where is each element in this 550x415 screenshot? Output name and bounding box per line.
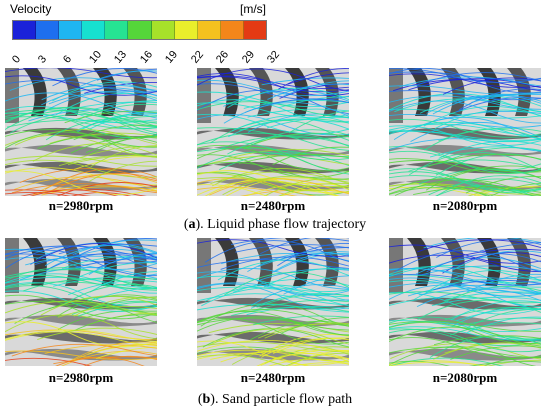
legend-tick-label: 10 — [86, 48, 104, 66]
velocity-legend: Velocity [m/s] 0 3 6 10 13 16 19 22 26 29 32 — [0, 0, 290, 68]
legend-tick-label: 13 — [112, 48, 130, 66]
flow-trajectory-image — [5, 238, 157, 366]
panel-b-2980 — [5, 238, 157, 366]
panel-label: n=2980rpm — [48, 198, 114, 213]
legend-tick-label: 6 — [61, 53, 75, 66]
legend-swatch — [197, 21, 221, 39]
flow-trajectory-image — [389, 68, 541, 196]
legend-tick-label: 26 — [214, 48, 232, 66]
legend-swatch — [36, 21, 60, 39]
panel-b-2480 — [197, 238, 349, 366]
legend-swatch — [220, 21, 244, 39]
panel-label: n=2480rpm — [240, 370, 306, 385]
legend-unit: [m/s] — [240, 2, 266, 16]
row-caption-b: (b). Sand particle flow path — [197, 392, 353, 407]
caption-text: ). Liquid phase flow trajectory — [195, 217, 367, 232]
legend-color-bar — [12, 20, 267, 40]
panel-a-2480 — [197, 68, 349, 196]
legend-swatch — [82, 21, 106, 39]
legend-swatch — [105, 21, 129, 39]
panel-b-2080 — [389, 238, 541, 366]
panel-label: n=2480rpm — [240, 198, 306, 213]
flow-trajectory-image — [197, 68, 349, 196]
legend-swatch — [13, 21, 37, 39]
panel-a-2080 — [389, 68, 541, 196]
panel-label: n=2080rpm — [432, 198, 498, 213]
legend-tick-label: 32 — [265, 48, 283, 66]
flow-trajectory-image — [5, 68, 157, 196]
legend-tick-label: 29 — [239, 48, 257, 66]
legend-swatch — [243, 21, 267, 39]
legend-tick-label: 0 — [10, 53, 24, 66]
legend-tick-label: 22 — [188, 48, 206, 66]
legend-swatch — [151, 21, 175, 39]
legend-title: Velocity — [10, 2, 52, 16]
flow-trajectory-image — [197, 238, 349, 366]
legend-swatch — [128, 21, 152, 39]
legend-tick-label: 3 — [35, 53, 49, 66]
panel-label: n=2080rpm — [432, 370, 498, 385]
caption-letter: a — [188, 217, 196, 232]
legend-swatch — [59, 21, 83, 39]
legend-tick-label: 16 — [137, 48, 155, 66]
panel-label: n=2980rpm — [48, 370, 114, 385]
caption-letter: b — [202, 392, 211, 407]
legend-swatch — [174, 21, 198, 39]
caption-text: ). Sand particle flow path — [210, 392, 353, 407]
legend-tick-label: 19 — [163, 48, 181, 66]
row-caption-a: (a). Liquid phase flow trajectory — [183, 217, 367, 232]
panel-a-2980 — [5, 68, 157, 196]
flow-trajectory-image — [389, 238, 541, 366]
